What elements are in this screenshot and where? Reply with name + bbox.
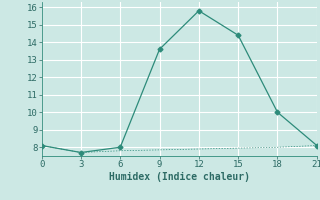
X-axis label: Humidex (Indice chaleur): Humidex (Indice chaleur) — [109, 172, 250, 182]
